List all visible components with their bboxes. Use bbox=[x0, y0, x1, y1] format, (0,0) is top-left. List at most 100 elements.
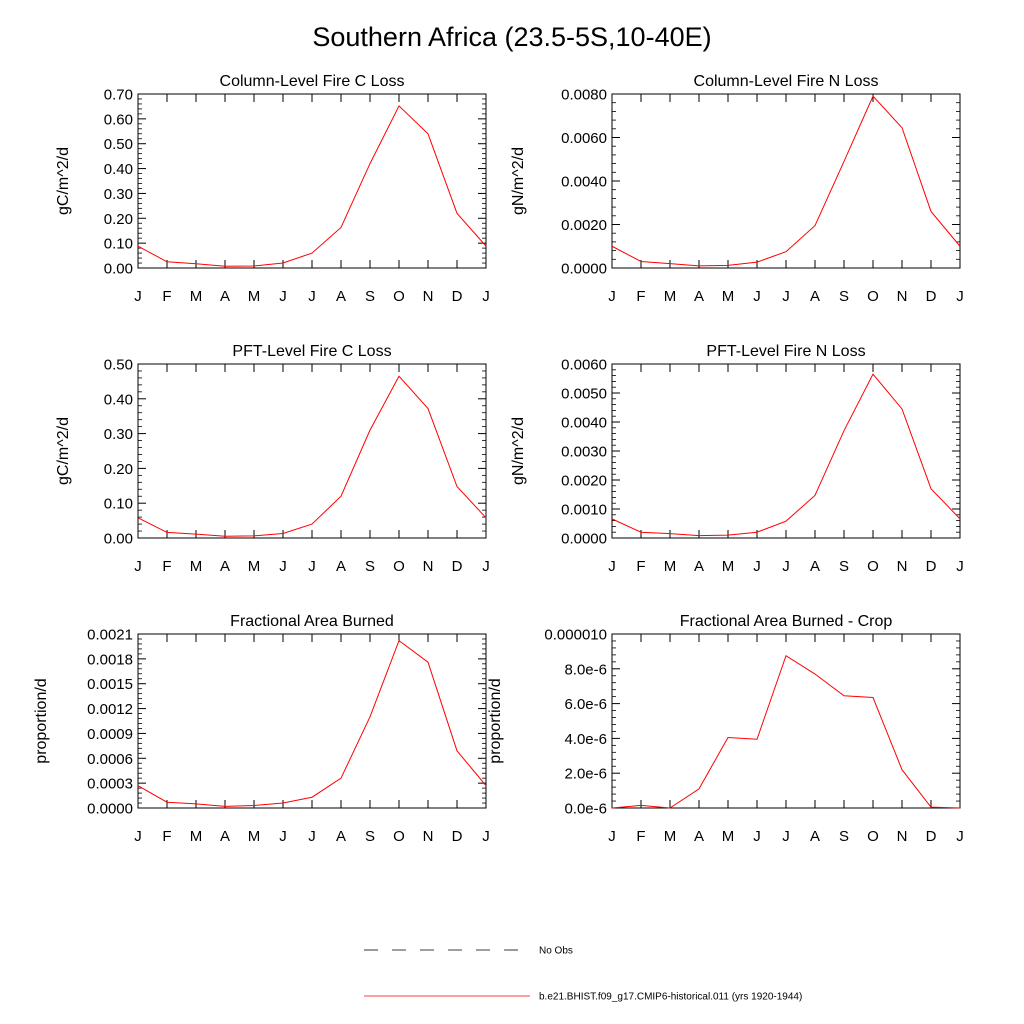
y-tick-label: 0.0060 bbox=[561, 357, 607, 374]
x-tick-label: F bbox=[162, 828, 171, 845]
series-line-model bbox=[611, 95, 961, 267]
x-tick-label: J bbox=[482, 828, 490, 845]
y-tick-label: 0.40 bbox=[104, 391, 133, 408]
x-tick-label: A bbox=[220, 558, 230, 575]
x-tick-label: N bbox=[423, 288, 434, 305]
x-tick-label: D bbox=[452, 558, 463, 575]
x-tick-label: N bbox=[423, 828, 434, 845]
x-tick-label: M bbox=[722, 558, 735, 575]
y-tick-label: 0.0040 bbox=[561, 415, 607, 432]
y-tick-label: 0.0060 bbox=[561, 130, 607, 147]
x-tick-label: J bbox=[134, 828, 142, 845]
x-tick-label: A bbox=[810, 288, 820, 305]
x-tick-label: F bbox=[636, 828, 645, 845]
x-tick-label: A bbox=[694, 288, 704, 305]
plot-frame bbox=[137, 363, 487, 539]
plot-frame bbox=[611, 363, 961, 539]
panel-title: Fractional Area Burned - Crop bbox=[680, 613, 893, 630]
x-tick-label: J bbox=[134, 558, 142, 575]
y-tick-label: 0.0015 bbox=[87, 676, 133, 693]
x-tick-label: A bbox=[336, 288, 346, 305]
series-line-model bbox=[611, 373, 961, 537]
x-tick-label: D bbox=[452, 828, 463, 845]
y-tick-label: 0.0000 bbox=[561, 261, 607, 278]
x-tick-label: J bbox=[279, 288, 287, 305]
x-tick-label: A bbox=[810, 828, 820, 845]
x-tick-label: M bbox=[248, 288, 261, 305]
y-axis-label: gC/m^2/d bbox=[55, 417, 72, 485]
y-tick-label: 0.10 bbox=[104, 236, 133, 253]
panel-title: Column-Level Fire C Loss bbox=[220, 73, 405, 90]
x-tick-label: D bbox=[926, 828, 937, 845]
series-line-model bbox=[137, 375, 487, 537]
x-tick-label: J bbox=[482, 558, 490, 575]
x-tick-label: J bbox=[279, 828, 287, 845]
x-tick-label: A bbox=[336, 558, 346, 575]
x-tick-label: M bbox=[190, 288, 203, 305]
y-tick-label: 0.0009 bbox=[87, 726, 133, 743]
x-tick-label: A bbox=[694, 558, 704, 575]
y-tick-label: 0.30 bbox=[104, 186, 133, 203]
x-tick-label: A bbox=[220, 288, 230, 305]
x-tick-label: A bbox=[810, 558, 820, 575]
x-tick-label: O bbox=[393, 558, 405, 575]
y-tick-label: 0.0030 bbox=[561, 444, 607, 461]
x-tick-label: J bbox=[782, 558, 790, 575]
y-tick-label: 0.0000 bbox=[561, 531, 607, 548]
x-tick-label: S bbox=[839, 288, 849, 305]
x-tick-label: J bbox=[782, 828, 790, 845]
y-tick-label: 0.30 bbox=[104, 426, 133, 443]
x-tick-label: F bbox=[162, 558, 171, 575]
series-line-model bbox=[137, 639, 487, 807]
x-tick-label: J bbox=[608, 828, 616, 845]
x-tick-label: N bbox=[897, 288, 908, 305]
y-tick-label: 0.0020 bbox=[561, 217, 607, 234]
x-tick-label: M bbox=[190, 828, 203, 845]
x-tick-label: D bbox=[926, 288, 937, 305]
series-line-model bbox=[137, 105, 487, 267]
x-tick-label: O bbox=[867, 558, 879, 575]
x-tick-label: S bbox=[839, 828, 849, 845]
x-tick-label: J bbox=[956, 828, 964, 845]
panel-title: Column-Level Fire N Loss bbox=[694, 73, 879, 90]
y-tick-label: 0.40 bbox=[104, 161, 133, 178]
y-axis-label: gC/m^2/d bbox=[55, 147, 72, 215]
x-tick-label: S bbox=[365, 288, 375, 305]
y-tick-label: 0.50 bbox=[104, 136, 133, 153]
panel-title: Fractional Area Burned bbox=[230, 613, 394, 630]
y-tick-label: 0.00 bbox=[104, 531, 133, 548]
y-tick-label: 2.0e-6 bbox=[564, 766, 607, 783]
y-tick-label: 0.0e-6 bbox=[564, 801, 607, 818]
x-tick-label: J bbox=[134, 288, 142, 305]
x-tick-label: O bbox=[393, 828, 405, 845]
x-tick-label: S bbox=[365, 558, 375, 575]
x-tick-label: M bbox=[190, 558, 203, 575]
y-tick-label: 0.20 bbox=[104, 211, 133, 228]
y-tick-label: 0.0080 bbox=[561, 87, 607, 104]
page-title: Southern Africa (23.5-5S,10-40E) bbox=[312, 22, 712, 52]
x-tick-label: M bbox=[664, 558, 677, 575]
x-tick-label: O bbox=[867, 288, 879, 305]
x-tick-label: F bbox=[636, 288, 645, 305]
y-tick-label: 8.0e-6 bbox=[564, 661, 607, 678]
x-tick-label: O bbox=[393, 288, 405, 305]
y-tick-label: 0.0006 bbox=[87, 751, 133, 768]
panel-title: PFT-Level Fire N Loss bbox=[706, 343, 865, 360]
y-axis-label: gN/m^2/d bbox=[510, 417, 527, 485]
y-tick-label: 0.0018 bbox=[87, 651, 133, 668]
y-axis-label: gN/m^2/d bbox=[510, 147, 527, 215]
y-tick-label: 0.10 bbox=[104, 496, 133, 513]
y-tick-label: 0.60 bbox=[104, 111, 133, 128]
x-tick-label: J bbox=[608, 558, 616, 575]
x-tick-label: S bbox=[365, 828, 375, 845]
x-tick-label: O bbox=[867, 828, 879, 845]
y-tick-label: 0.0010 bbox=[561, 502, 607, 519]
y-axis-label: proportion/d bbox=[487, 678, 504, 763]
x-tick-label: J bbox=[308, 828, 316, 845]
y-tick-label: 0.0000 bbox=[87, 801, 133, 818]
x-tick-label: J bbox=[608, 288, 616, 305]
